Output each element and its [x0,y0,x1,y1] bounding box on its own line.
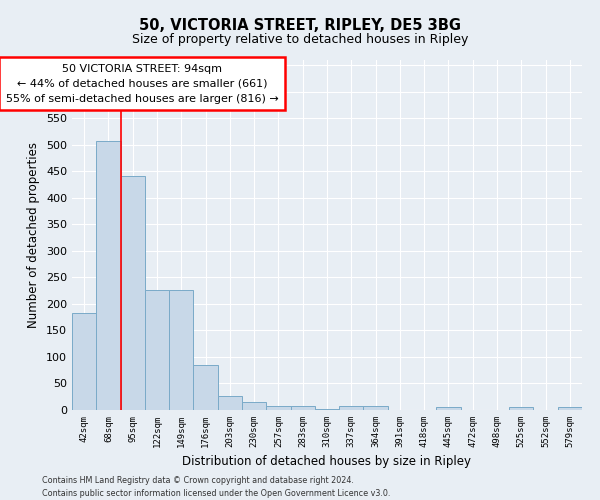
Text: Contains HM Land Registry data © Crown copyright and database right 2024.
Contai: Contains HM Land Registry data © Crown c… [42,476,391,498]
Bar [558,408,582,410]
Text: Size of property relative to detached houses in Ripley: Size of property relative to detached ho… [132,32,468,46]
X-axis label: Distribution of detached houses by size in Ripley: Distribution of detached houses by size … [182,456,472,468]
Bar [218,396,242,410]
Bar [72,314,96,410]
Bar [96,140,121,410]
Bar [315,409,339,410]
Bar [121,176,145,410]
Text: 50 VICTORIA STREET: 94sqm
← 44% of detached houses are smaller (661)
55% of semi: 50 VICTORIA STREET: 94sqm ← 44% of detac… [6,64,279,104]
Bar [193,366,218,410]
Bar [145,290,169,410]
Text: 50, VICTORIA STREET, RIPLEY, DE5 3BG: 50, VICTORIA STREET, RIPLEY, DE5 3BG [139,18,461,32]
Bar [290,406,315,410]
Bar [509,408,533,410]
Bar [242,402,266,410]
Bar [169,290,193,410]
Bar [436,407,461,410]
Y-axis label: Number of detached properties: Number of detached properties [28,142,40,328]
Bar [364,406,388,410]
Bar [339,406,364,410]
Bar [266,406,290,410]
